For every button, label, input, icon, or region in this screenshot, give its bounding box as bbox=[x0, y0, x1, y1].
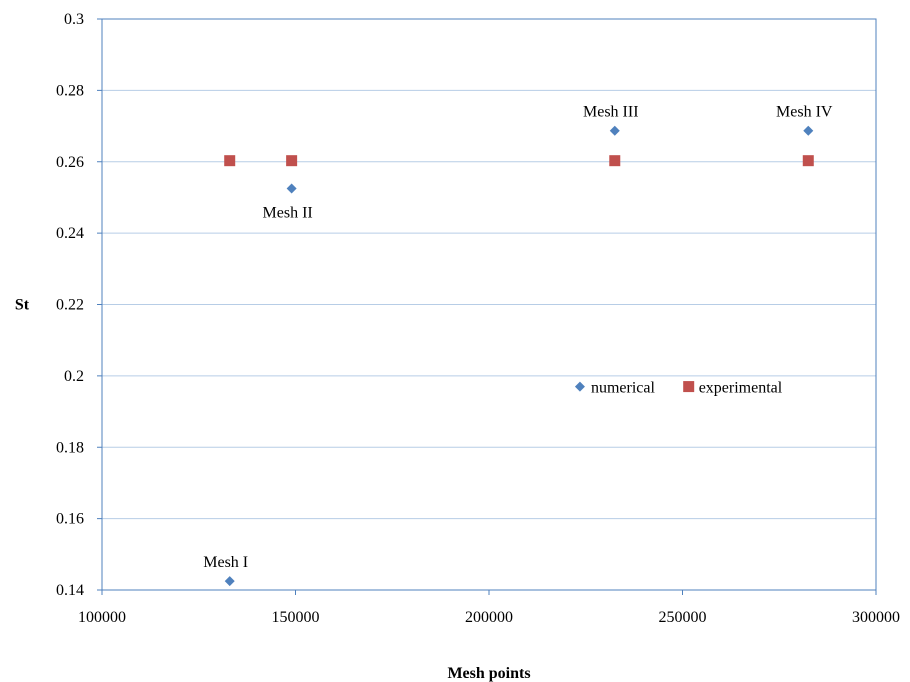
y-tick-label: 0.18 bbox=[56, 439, 84, 456]
y-tick-label: 0.26 bbox=[56, 154, 84, 171]
legend: numerical experimental bbox=[574, 380, 783, 397]
legend-experimental-marker bbox=[683, 381, 695, 393]
numerical-point bbox=[286, 183, 297, 194]
point-label: Mesh III bbox=[583, 104, 639, 121]
y-tick-label: 0.3 bbox=[64, 11, 84, 28]
y-axis-title: St bbox=[15, 297, 30, 314]
data-points bbox=[224, 125, 814, 587]
y-tick-label: 0.24 bbox=[56, 225, 84, 242]
x-tick-label: 100000 bbox=[78, 609, 126, 626]
point-label: Mesh IV bbox=[776, 104, 833, 121]
x-tick-label: 150000 bbox=[272, 609, 320, 626]
numerical-point bbox=[803, 125, 814, 136]
numerical-point bbox=[224, 576, 235, 587]
numerical-point bbox=[609, 125, 620, 136]
y-tick-label: 0.28 bbox=[56, 82, 84, 99]
point-annotations: Mesh I Mesh II Mesh III Mesh IV bbox=[203, 104, 833, 571]
y-axis-ticks: 0.14 0.16 0.18 0.2 0.22 0.24 0.26 0.28 0.3 bbox=[56, 11, 102, 599]
legend-numerical-marker bbox=[574, 381, 585, 392]
y-tick-label: 0.2 bbox=[64, 368, 84, 385]
experimental-point bbox=[286, 155, 298, 167]
x-axis-ticks: 100000 150000 200000 250000 300000 bbox=[78, 590, 900, 626]
y-tick-label: 0.14 bbox=[56, 582, 84, 599]
legend-experimental-label: experimental bbox=[699, 380, 783, 397]
experimental-point bbox=[802, 155, 814, 167]
experimental-point bbox=[609, 155, 621, 167]
x-tick-label: 250000 bbox=[659, 609, 707, 626]
x-axis-title: Mesh points bbox=[447, 665, 530, 682]
experimental-point bbox=[224, 155, 236, 167]
legend-numerical-label: numerical bbox=[591, 380, 656, 397]
y-tick-label: 0.22 bbox=[56, 297, 84, 314]
x-tick-label: 200000 bbox=[465, 609, 513, 626]
y-tick-label: 0.16 bbox=[56, 511, 84, 528]
point-label: Mesh II bbox=[263, 205, 313, 222]
point-label: Mesh I bbox=[203, 554, 248, 571]
x-tick-label: 300000 bbox=[852, 609, 900, 626]
gridlines bbox=[102, 89, 876, 520]
